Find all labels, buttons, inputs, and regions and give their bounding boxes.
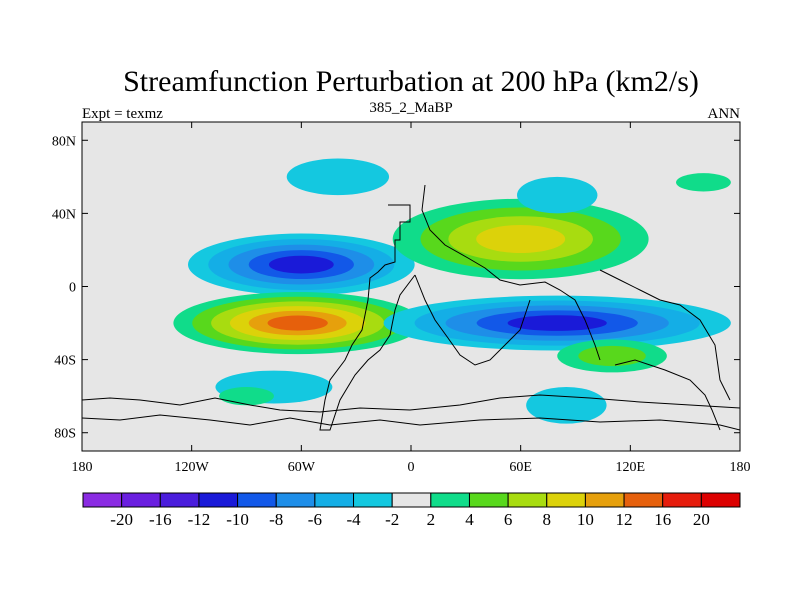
coastline-americas [319, 204, 416, 431]
colorbar-label-9: 4 [465, 510, 474, 529]
colorbar-label-14: 16 [654, 510, 671, 529]
colorbar-label-6: -4 [346, 510, 361, 529]
colorbar-box-13 [584, 492, 625, 508]
colorbar-box-8 [391, 492, 432, 508]
left-string: Expt = texmz [82, 106, 163, 122]
y-tick-label-0: 80N [52, 134, 76, 149]
colorbar-label-10: 6 [504, 510, 513, 529]
x-tick-label-1: 120W [175, 460, 210, 475]
contour-high-south-pacific-east [219, 387, 274, 406]
colorbar-label-1: -16 [149, 510, 172, 529]
colorbar-box-6 [314, 492, 355, 508]
colorbar-box-0 [82, 492, 123, 508]
axes-layer: 180 120W 60W 0 60E 120E 180 80N 40N 0 40S 80S [52, 122, 751, 475]
colorbar-box-2 [159, 492, 200, 508]
coastline-layer [82, 184, 740, 431]
colorbar-box-9 [430, 492, 470, 508]
colorbar-box-3 [198, 492, 239, 508]
contour-low-indian [383, 295, 731, 351]
x-tick-label-6: 180 [730, 460, 751, 475]
x-tick-label-0: 180 [72, 460, 93, 475]
contour-low-southern-indian [526, 387, 607, 424]
colorbar-box-15 [662, 492, 702, 508]
colorbar-box-4 [237, 492, 277, 508]
contour-level-high-south-indian-1 [578, 345, 646, 367]
contour-fill-layer [173, 158, 731, 424]
coastline-antarctica-inner [82, 414, 740, 431]
contour-low-pacific-west [188, 233, 415, 296]
colorbar-box-5 [275, 492, 316, 508]
y-tick-label-2: 0 [69, 281, 76, 296]
coastline-africa [414, 274, 531, 366]
x-tick-label-5: 120E [616, 460, 646, 475]
colorbar-label-5: -6 [308, 510, 322, 529]
coastline-africa-eurasia [421, 184, 601, 361]
contour-high-asia [392, 198, 649, 280]
coastline-australia [614, 359, 721, 431]
colorbar-label-3: -10 [226, 510, 249, 529]
colorbar-box-16 [700, 492, 741, 508]
colorbar: -20 -16 -12 -10 -8 -6 -4 -2 2 4 6 8 10 12 16 20 [82, 492, 741, 529]
contour-high-pacific-south [173, 291, 422, 355]
contour-low-north-pacific [286, 158, 390, 196]
colorbar-box-10 [468, 492, 509, 508]
contour-high-south-indian [557, 339, 667, 373]
center-string: 385_2_MaBP [369, 100, 452, 116]
contour-high-arctic [676, 173, 731, 192]
colorbar-label-13: 12 [616, 510, 633, 529]
colorbar-label-11: 8 [543, 510, 552, 529]
colorbar-box-7 [353, 492, 393, 508]
colorbar-label-15: 20 [693, 510, 710, 529]
right-string: ANN [708, 106, 741, 122]
contour-level-low-north-pacific-0 [286, 158, 390, 196]
colorbar-box-12 [546, 492, 586, 508]
y-tick-label-3: 40S [54, 354, 76, 369]
colorbar-box-14 [623, 492, 664, 508]
y-tick-label-4: 80S [54, 427, 76, 442]
x-tick-label-3: 0 [408, 460, 415, 475]
contour-level-high-south-pacific-east-0 [219, 387, 274, 406]
contour-level-low-north-atlantic-0 [517, 176, 598, 214]
contour-low-north-atlantic [517, 176, 598, 214]
contour-level-high-asia-3 [476, 224, 566, 253]
contour-level-low-pacific-west-4 [268, 255, 334, 274]
contour-level-high-pacific-south-5 [267, 315, 328, 331]
x-tick-label-4: 60E [509, 460, 532, 475]
contour-level-low-southern-indian-0 [526, 387, 607, 424]
y-tick-label-1: 40N [52, 207, 76, 222]
coastline-asia-east [599, 269, 731, 401]
chart-title: Streamfunction Perturbation at 200 hPa (… [123, 65, 699, 98]
contour-level-low-indian-4 [507, 315, 607, 331]
coastline-antarctica [82, 394, 740, 413]
colorbar-label-2: -12 [188, 510, 211, 529]
colorbar-label-8: 2 [427, 510, 436, 529]
colorbar-label-0: -20 [110, 510, 133, 529]
colorbar-box-11 [507, 492, 548, 508]
colorbar-box-1 [121, 492, 161, 508]
x-tick-label-2: 60W [288, 460, 316, 475]
colorbar-label-4: -8 [269, 510, 283, 529]
map-background [82, 122, 740, 451]
colorbar-label-7: -2 [385, 510, 399, 529]
colorbar-label-12: 10 [577, 510, 594, 529]
contour-level-high-arctic-0 [676, 173, 731, 192]
